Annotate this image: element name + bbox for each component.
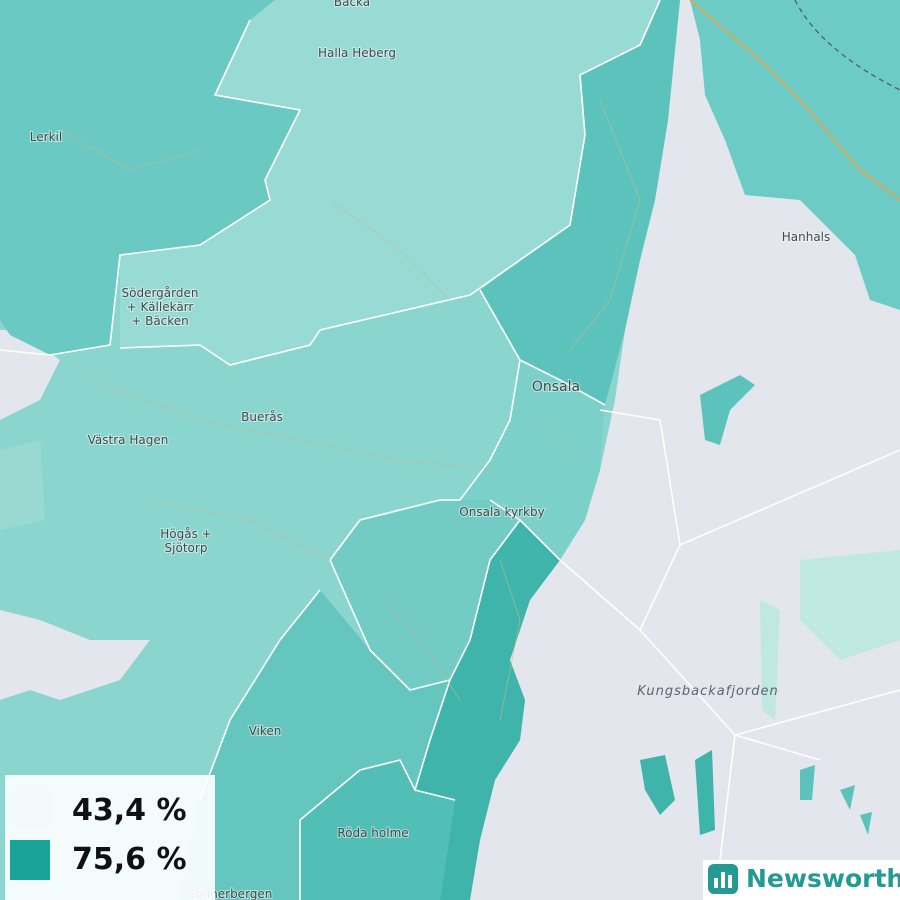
region xyxy=(300,760,455,900)
place-label: Lerkil xyxy=(30,130,62,144)
brand-icon xyxy=(708,864,738,894)
legend-label: 43,4 % xyxy=(72,793,187,828)
island xyxy=(700,375,755,445)
place-label: Hanhals xyxy=(782,230,831,244)
legend-swatch xyxy=(10,790,50,830)
island xyxy=(640,755,675,815)
water-label: Kungsbackafjorden xyxy=(637,684,779,699)
boundary xyxy=(0,0,661,900)
region xyxy=(460,360,605,560)
region xyxy=(330,500,520,690)
region xyxy=(180,590,450,900)
region xyxy=(120,0,660,365)
place-label: Högås + xyxy=(160,527,211,541)
land xyxy=(690,0,900,310)
border xyxy=(794,0,900,91)
legend-swatch xyxy=(10,840,50,880)
place-label: Södergården xyxy=(122,286,199,300)
legend-label: 75,6 % xyxy=(72,842,187,877)
place-label: Sjötorp xyxy=(165,541,208,555)
island xyxy=(800,765,872,835)
road xyxy=(59,99,641,721)
place-label: Röda holme xyxy=(337,826,408,840)
place-label: Backa xyxy=(334,0,370,9)
place-label: Västra Hagen xyxy=(88,433,169,447)
island xyxy=(760,600,780,720)
place-label: + Källekärr xyxy=(127,300,194,314)
place-label: + Bäcken xyxy=(131,314,189,328)
place-label: Onsala kyrkby xyxy=(459,505,544,519)
region xyxy=(415,520,560,900)
island xyxy=(800,550,900,660)
place-label: Viken xyxy=(249,724,282,738)
island xyxy=(0,440,45,530)
region xyxy=(0,0,300,355)
water-boundary xyxy=(559,409,900,861)
island xyxy=(695,750,715,835)
place-label: Halla Heberg xyxy=(318,46,396,60)
place-label: Onsala xyxy=(532,379,580,395)
brand-name: Newsworthy xyxy=(746,864,900,893)
region xyxy=(480,0,680,405)
railway xyxy=(689,0,900,201)
place-label: Buerås xyxy=(241,410,283,424)
